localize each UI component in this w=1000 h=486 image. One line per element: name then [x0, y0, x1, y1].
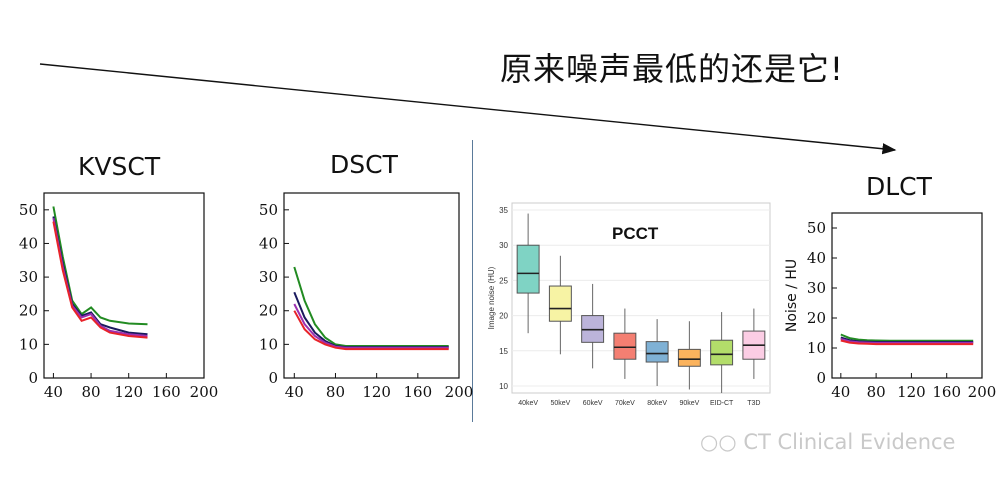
pcct-xtick-label: 40keV [518, 400, 538, 407]
dlct-ytick-label: 0 [816, 369, 826, 387]
pcct-xtick-label: 80keV [647, 400, 667, 407]
dsct-series-line-2 [293, 303, 449, 349]
dlct-ytick-label: 20 [807, 309, 826, 327]
pcct-chart: 10 15 20 25 30 35 Image noise (HU) PCCT 40keV 50k… [487, 202, 771, 407]
dlct-xtick-label: 160 [932, 383, 961, 401]
wechat-icon: ○○ [700, 430, 737, 454]
dsct-ytick-label: 40 [259, 234, 278, 252]
dlct-xtick-label: 120 [897, 383, 926, 401]
dsct-xtick-label: 120 [362, 383, 391, 401]
kvsct-chart: 0 10 20 30 40 50 40 80 120 160 200 [19, 192, 219, 401]
kvsct-ytick-label: 30 [19, 268, 38, 286]
kvsct-series-line-3 [52, 221, 148, 339]
pcct-box [613, 332, 637, 360]
pcct-ytick-label: 20 [499, 312, 508, 321]
dsct-title: DSCT [330, 150, 398, 179]
kvsct-xtick-label: 120 [114, 383, 143, 401]
dlct-chart: 0 10 20 30 40 50 40 80 120 160 200 Noise / HU [784, 212, 997, 401]
kvsct-axes-frame [43, 192, 205, 379]
dsct-xtick-label: 80 [326, 383, 345, 401]
pcct-box [645, 341, 669, 363]
pcct-ytick-label: 10 [499, 382, 508, 391]
kvsct-xtick-label: 200 [190, 383, 219, 401]
pcct-ylabel: Image noise (HU) [487, 266, 496, 329]
pcct-title: PCCT [612, 224, 659, 243]
dlct-title: DLCT [866, 172, 932, 201]
dsct-xtick-label: 160 [404, 383, 433, 401]
pcct-box [677, 348, 701, 367]
pcct-xtick-label: 70keV [615, 400, 635, 407]
pcct-ytick-label: 30 [499, 241, 508, 250]
panel-divider [472, 140, 473, 422]
watermark-text: CT Clinical Evidence [743, 430, 956, 454]
dlct-xtick-label: 80 [867, 383, 886, 401]
pcct-xtick-label: 60keV [583, 400, 603, 407]
dlct-series-line-2 [840, 338, 974, 344]
dsct-xtick-label: 40 [285, 383, 304, 401]
dsct-axes-frame [283, 192, 460, 379]
dlct-ytick-label: 50 [807, 219, 826, 237]
dlct-series-line-3 [840, 339, 974, 346]
pcct-xtick-label: 90keV [679, 400, 699, 407]
pcct-xtick-label: 50keV [550, 400, 570, 407]
dsct-ytick-label: 30 [259, 268, 278, 286]
dlct-ytick-label: 30 [807, 279, 826, 297]
dsct-ytick-label: 10 [259, 335, 278, 353]
watermark: ○○ CT Clinical Evidence [700, 430, 955, 454]
dlct-series-line-0 [840, 333, 974, 342]
kvsct-ytick-label: 50 [19, 201, 38, 219]
pcct-box [548, 285, 572, 322]
pcct-xtick-label: T3D [747, 400, 760, 407]
dsct-ytick-label: 20 [259, 302, 278, 320]
dlct-ylabel: Noise / HU [784, 259, 800, 332]
pcct-xtick-label: EID-CT [710, 400, 734, 407]
dsct-xtick-label: 200 [445, 383, 474, 401]
kvsct-series-line-0 [52, 206, 148, 326]
dsct-series-line-3 [293, 310, 449, 351]
kvsct-ytick-label: 0 [28, 369, 38, 387]
dlct-ytick-label: 10 [807, 339, 826, 357]
kvsct-xtick-label: 80 [82, 383, 101, 401]
pcct-box [516, 244, 540, 294]
dlct-axes-frame [831, 212, 983, 379]
pcct-ytick-label: 15 [499, 347, 508, 356]
dsct-chart: 0 10 20 30 40 50 40 80 120 160 200 [259, 192, 474, 401]
kvsct-title: KVSCT [78, 152, 161, 181]
pcct-ytick-label: 25 [499, 276, 508, 285]
dsct-ytick-label: 50 [259, 201, 278, 219]
kvsct-xtick-label: 160 [152, 383, 181, 401]
dlct-ytick-label: 40 [807, 249, 826, 267]
pcct-box [710, 339, 734, 366]
dsct-series-line-0 [293, 266, 449, 347]
dlct-xtick-label: 40 [831, 383, 850, 401]
headline: 原来噪声最低的还是它! [500, 50, 844, 88]
kvsct-ytick-label: 10 [19, 335, 38, 353]
kvsct-ytick-label: 40 [19, 234, 38, 252]
dlct-xtick-label: 200 [968, 383, 997, 401]
kvsct-ytick-label: 20 [19, 302, 38, 320]
pcct-ytick-label: 35 [499, 206, 508, 215]
kvsct-xtick-label: 40 [44, 383, 63, 401]
dsct-ytick-label: 0 [268, 369, 278, 387]
dsct-series-line-1 [293, 291, 449, 349]
